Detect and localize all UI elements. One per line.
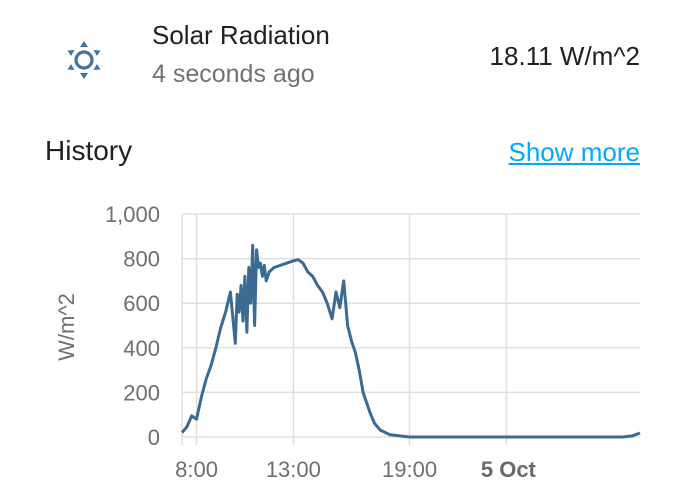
x-tick-label: 5 Oct xyxy=(481,457,537,482)
y-tick-label: 200 xyxy=(123,380,160,405)
chart-grid xyxy=(181,213,640,445)
x-tick-label: 13:00 xyxy=(266,457,321,482)
y-tick-label: 800 xyxy=(123,247,160,272)
series-line[interactable] xyxy=(180,243,641,439)
history-title: History xyxy=(45,135,133,166)
y-tick-label: 600 xyxy=(123,291,160,316)
last-changed-time: 4 seconds ago xyxy=(152,60,315,88)
y-axis-label: W/m^2 xyxy=(54,293,79,361)
entity-name[interactable]: Solar Radiation xyxy=(152,20,330,50)
y-tick-label: 400 xyxy=(123,336,160,361)
x-axis-ticks: 8:00 13:00 19:00 5 Oct xyxy=(175,457,536,482)
x-tick-label: 8:00 xyxy=(175,457,218,482)
x-tick-label: 19:00 xyxy=(382,457,437,482)
y-tick-label: 0 xyxy=(148,425,160,450)
y-axis-ticks: 0 200 400 600 800 1,000 xyxy=(105,202,160,450)
history-chart[interactable]: 0 200 400 600 800 1,000 8:00 13:00 19:00 5 Oct W… xyxy=(0,190,687,500)
weather-sunny-icon xyxy=(67,41,101,79)
show-more-link[interactable]: Show more xyxy=(508,137,641,167)
y-tick-label: 1,000 xyxy=(105,202,160,227)
entity-state-value: 18.11 W/m^2 xyxy=(489,41,640,71)
